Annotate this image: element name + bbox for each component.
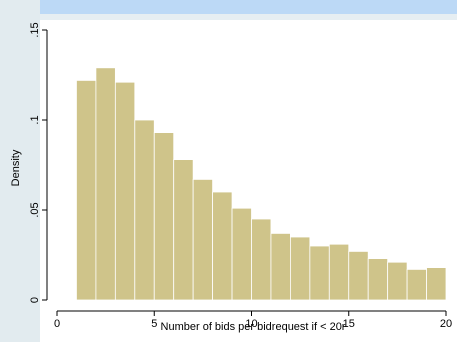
x-ticks-group: 0 5 10 15 20: [54, 311, 452, 330]
histogram-bar: [251, 218, 272, 301]
x-tick-label: 0: [54, 318, 60, 330]
histogram-bar: [114, 81, 136, 301]
histogram-bar: [76, 80, 97, 301]
histogram-bar: [134, 119, 155, 301]
histogram-bar: [212, 191, 233, 301]
top-band-highlight: [40, 0, 457, 14]
histogram-bar: [309, 245, 330, 301]
bars-group: [76, 67, 447, 301]
y-tick-label: .05: [29, 202, 41, 217]
x-tick-label: 10: [245, 318, 257, 330]
histogram-bar: [270, 232, 291, 301]
histogram-bar: [348, 250, 369, 301]
histogram-bar: [231, 207, 252, 301]
y-tick-label: .15: [29, 22, 41, 37]
histogram-bar: [367, 258, 389, 301]
histogram-bar: [289, 236, 311, 301]
left-margin-strip: [0, 0, 40, 342]
top-band: [40, 0, 457, 20]
y-tick-label: 0: [29, 297, 41, 303]
x-tick-label: 20: [440, 318, 452, 330]
histogram-bar: [192, 178, 213, 301]
y-tick-label: .1: [29, 115, 41, 124]
y-axis-title: Density: [10, 149, 22, 186]
histogram-bar: [95, 67, 116, 301]
x-axis-title: Number of bids per bidrequest if < 20r: [161, 321, 346, 333]
histogram-bar: [173, 159, 194, 301]
histogram-bar: [328, 243, 350, 301]
histogram-bar: [387, 261, 408, 301]
x-tick-label: 5: [151, 318, 157, 330]
histogram-bar: [426, 267, 447, 301]
histogram-bar: [153, 132, 175, 301]
histogram-bar: [406, 268, 427, 301]
x-tick-label: 15: [343, 318, 355, 330]
y-ticks-group: 0 .05 .1 .15: [29, 22, 47, 303]
